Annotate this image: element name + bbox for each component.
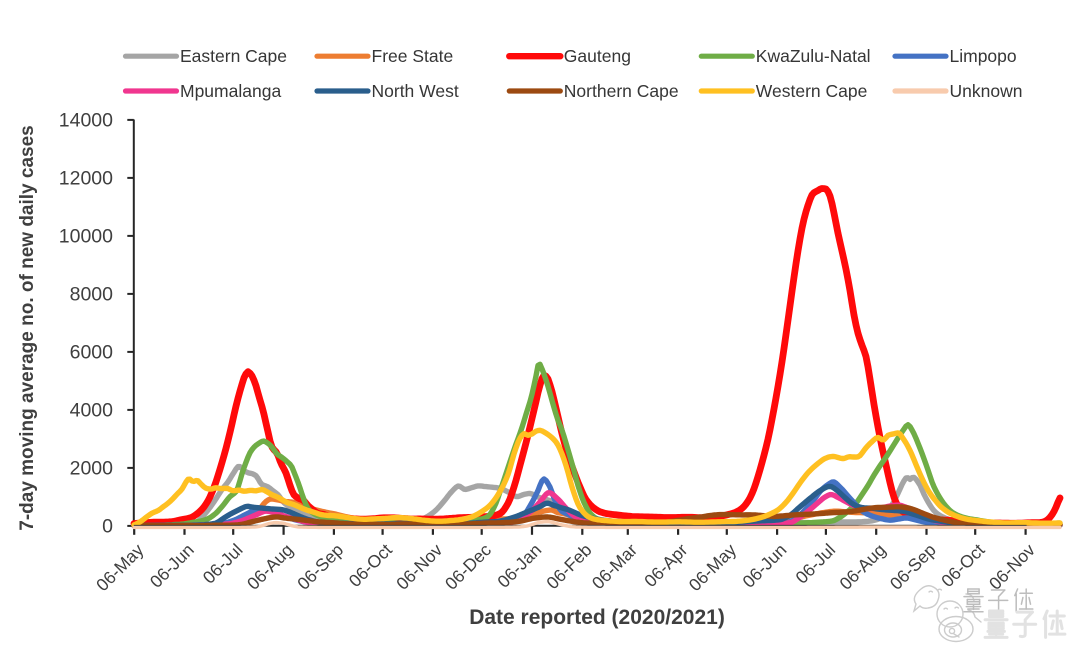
svg-text:Free State: Free State (372, 46, 454, 66)
svg-text:North West: North West (372, 81, 459, 101)
svg-text:12000: 12000 (59, 167, 113, 189)
svg-text:8000: 8000 (70, 283, 114, 305)
svg-text:Eastern Cape: Eastern Cape (180, 46, 287, 66)
svg-text:0: 0 (102, 515, 113, 537)
svg-text:2000: 2000 (70, 457, 114, 479)
svg-text:Gauteng: Gauteng (564, 46, 631, 66)
svg-text:Mpumalanga: Mpumalanga (180, 81, 281, 101)
svg-text:Date reported (2020/2021): Date reported (2020/2021) (469, 606, 725, 629)
svg-text:Western Cape: Western Cape (756, 81, 868, 101)
svg-text:4000: 4000 (70, 399, 114, 421)
svg-text:6000: 6000 (70, 341, 114, 363)
svg-text:KwaZulu-Natal: KwaZulu-Natal (756, 46, 871, 66)
svg-text:10000: 10000 (59, 225, 113, 247)
svg-text:Northern Cape: Northern Cape (564, 81, 679, 101)
svg-text:7-day moving average no. of ne: 7-day moving average no. of new daily ca… (17, 125, 38, 531)
svg-text:Unknown: Unknown (950, 81, 1023, 101)
svg-text:14000: 14000 (59, 109, 113, 131)
svg-text:Limpopo: Limpopo (950, 46, 1017, 66)
